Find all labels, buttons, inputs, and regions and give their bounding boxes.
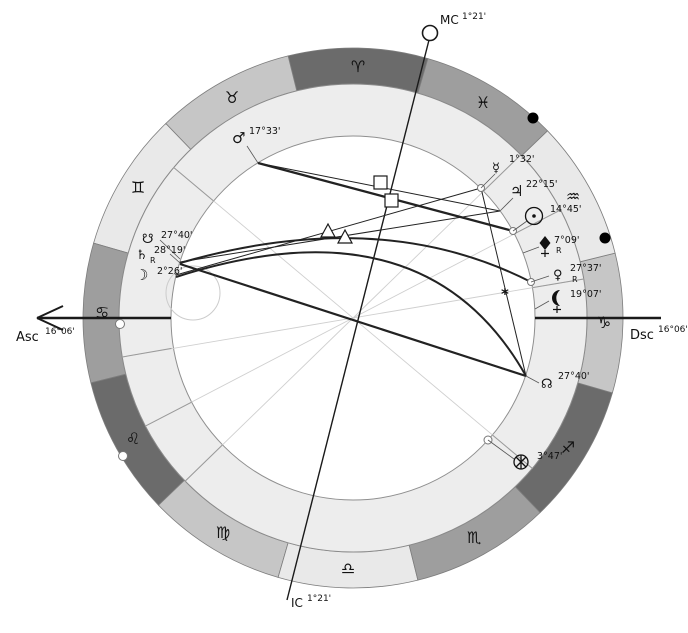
trine-aspect-icon bbox=[319, 222, 337, 238]
north-node-icon: ☊ bbox=[541, 377, 553, 392]
planet-moon: ☽ 2°26' bbox=[135, 266, 183, 284]
aspect-glyphs: * bbox=[319, 175, 509, 303]
planet-jupiter: ♃ 22°15' bbox=[510, 179, 558, 200]
virgo-icon: ♍ bbox=[216, 523, 230, 542]
mercury-degree: 1°32' bbox=[509, 154, 535, 165]
rim-dot-marker bbox=[527, 112, 539, 124]
jupiter-degree: 22°15' bbox=[526, 179, 558, 190]
sun-icon bbox=[524, 206, 544, 226]
aspect-trine-line-2 bbox=[179, 210, 501, 263]
saturn-retrograde: R bbox=[150, 256, 156, 265]
venus-retrograde: R bbox=[572, 275, 578, 284]
part-of-fortune-degree: 3°47' bbox=[537, 451, 563, 462]
aspect-quincunx-curve-2 bbox=[175, 251, 527, 377]
mercury-icon: ☿ bbox=[492, 161, 500, 176]
asc-degree: 16°06' bbox=[45, 327, 75, 337]
saturn-degree: 28°19' bbox=[154, 245, 186, 256]
planet-south-node: ☋ 27°40' bbox=[142, 230, 193, 247]
mc-marker-circle bbox=[421, 24, 439, 42]
planet-venus: ♀ 27°37' R bbox=[553, 263, 602, 284]
cluster-highlight-circle bbox=[165, 265, 221, 321]
cusp-circle-markers bbox=[115, 184, 535, 461]
capricorn-icon: ♑ bbox=[597, 313, 611, 332]
zodiac-sign-glyphs: ♈ ♉ ♊ ♋ ♌ ♍ ♎ ♏ ♐ ♑ ♒ ♓ bbox=[95, 57, 611, 578]
aspect-opposition-line bbox=[179, 262, 527, 378]
trine-aspect-icon bbox=[336, 228, 354, 244]
planet-leader-lines bbox=[159, 145, 550, 460]
aspect-sextile-line bbox=[480, 187, 527, 377]
lilith-icon bbox=[552, 290, 561, 313]
aquarius-icon: ♒ bbox=[566, 187, 580, 206]
scorpio-icon: ♏ bbox=[467, 528, 481, 547]
sagittarius-icon: ♐ bbox=[561, 438, 575, 457]
moon-icon: ☽ bbox=[135, 266, 148, 284]
planet-lilith: 19°07' bbox=[552, 289, 602, 313]
libra-icon: ♎ bbox=[341, 559, 355, 578]
dsc-label: Dsc bbox=[630, 328, 654, 343]
house-cusp-ticks bbox=[122, 154, 584, 482]
house-cusp-chords bbox=[122, 154, 584, 482]
ic-label: IC bbox=[291, 596, 303, 610]
ic-degree: 1°21' bbox=[307, 594, 331, 604]
planet-part-of-fortune: 3°47' bbox=[513, 451, 563, 470]
asc-dsc-axis bbox=[36, 305, 661, 331]
saturn-icon: ♄ bbox=[136, 248, 148, 263]
mars-icon: ♂ bbox=[232, 129, 245, 147]
taurus-icon: ♉ bbox=[225, 88, 239, 107]
pallas-retrograde: R bbox=[556, 246, 562, 255]
lilith-degree: 19°07' bbox=[570, 289, 602, 300]
venus-icon: ♀ bbox=[553, 268, 563, 283]
aspect-quincunx-curve-1 bbox=[179, 237, 532, 283]
south-node-degree: 27°40' bbox=[161, 230, 193, 241]
rim-dot-marker bbox=[599, 232, 611, 244]
jupiter-icon: ♃ bbox=[510, 182, 523, 200]
mc-degree: 1°21' bbox=[462, 12, 486, 22]
south-node-icon: ☋ bbox=[142, 232, 154, 247]
gemini-icon: ♊ bbox=[131, 178, 145, 197]
planet-north-node: ☊ 27°40' bbox=[541, 371, 590, 392]
square-aspect-icon bbox=[373, 175, 388, 190]
sextile-aspect-icon: * bbox=[501, 285, 509, 303]
planet-sun: 14°45' bbox=[524, 204, 582, 226]
sun-degree: 14°45' bbox=[550, 204, 582, 215]
cancer-icon: ♋ bbox=[95, 303, 109, 322]
dsc-degree: 16°06' bbox=[658, 325, 688, 335]
planet-pallas: 7°09' R bbox=[539, 235, 580, 257]
axis-labels: Asc 16°06' Dsc 16°06' MC 1°21' IC 1°21' bbox=[16, 12, 688, 610]
planet-mercury: ☿ 1°32' bbox=[492, 154, 535, 176]
venus-degree: 27°37' bbox=[570, 263, 602, 274]
part-of-fortune-icon bbox=[513, 454, 529, 470]
leo-icon: ♌ bbox=[126, 429, 140, 448]
aries-icon: ♈ bbox=[351, 57, 365, 76]
zodiac-band bbox=[82, 47, 624, 589]
pallas-icon bbox=[539, 236, 551, 257]
planet-saturn: ♄ 28°19' R bbox=[136, 245, 186, 265]
asc-arrowhead bbox=[36, 305, 64, 319]
pisces-icon: ♓ bbox=[476, 93, 490, 112]
planet-mars: ♂ 17°33' bbox=[232, 126, 281, 147]
mc-label: MC bbox=[440, 13, 459, 27]
north-node-degree: 27°40' bbox=[558, 371, 590, 382]
mars-degree: 17°33' bbox=[249, 126, 281, 137]
asc-label: Asc bbox=[16, 330, 39, 345]
mc-ic-axis-line bbox=[286, 39, 430, 601]
aspect-lines bbox=[175, 161, 532, 378]
pallas-degree: 7°09' bbox=[554, 235, 580, 246]
moon-degree: 2°26' bbox=[157, 266, 183, 277]
square-aspect-icon bbox=[384, 193, 399, 208]
